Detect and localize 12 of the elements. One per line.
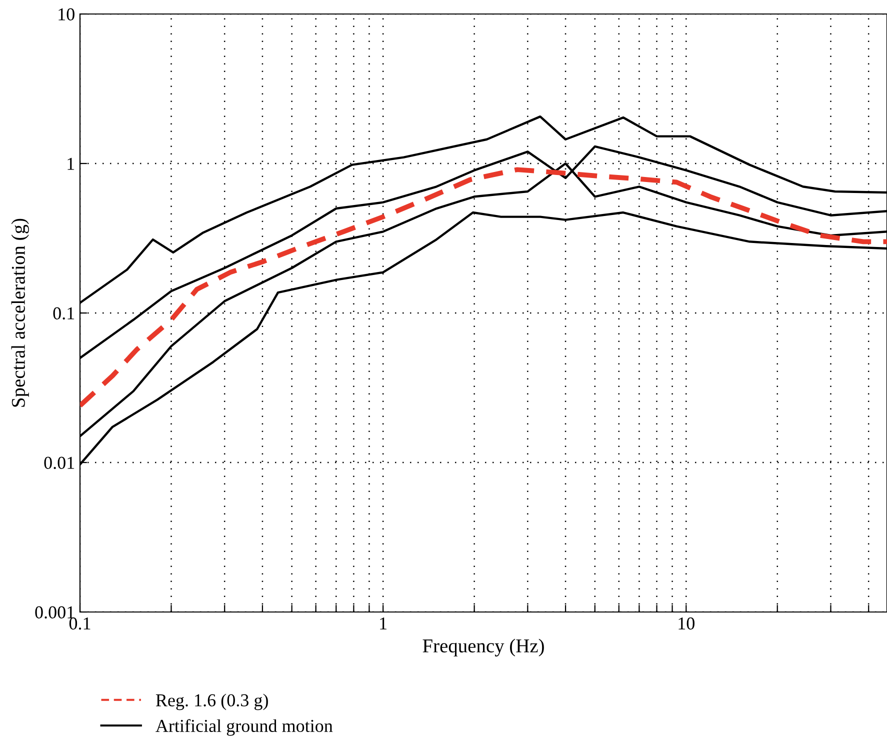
legend-label: Reg. 1.6 (0.3 g) — [156, 694, 268, 710]
y-tick-label: 1 — [68, 158, 74, 170]
y-tick-label: 10 — [58, 8, 74, 20]
legend-label: Artificial ground motion — [156, 719, 333, 736]
x-tick-label: 1 — [380, 617, 386, 630]
y-axis-title: Spectral acceleration (g) — [11, 218, 29, 407]
x-tick-label: 10 — [678, 617, 694, 630]
x-axis-title: Frequency (Hz) — [422, 638, 544, 656]
y-tick-label: 0.1 — [53, 307, 74, 320]
y-tick-label: 0.001 — [35, 606, 74, 619]
y-tick-label: 0.01 — [44, 456, 74, 470]
x-tick-label: 0.1 — [69, 617, 90, 630]
